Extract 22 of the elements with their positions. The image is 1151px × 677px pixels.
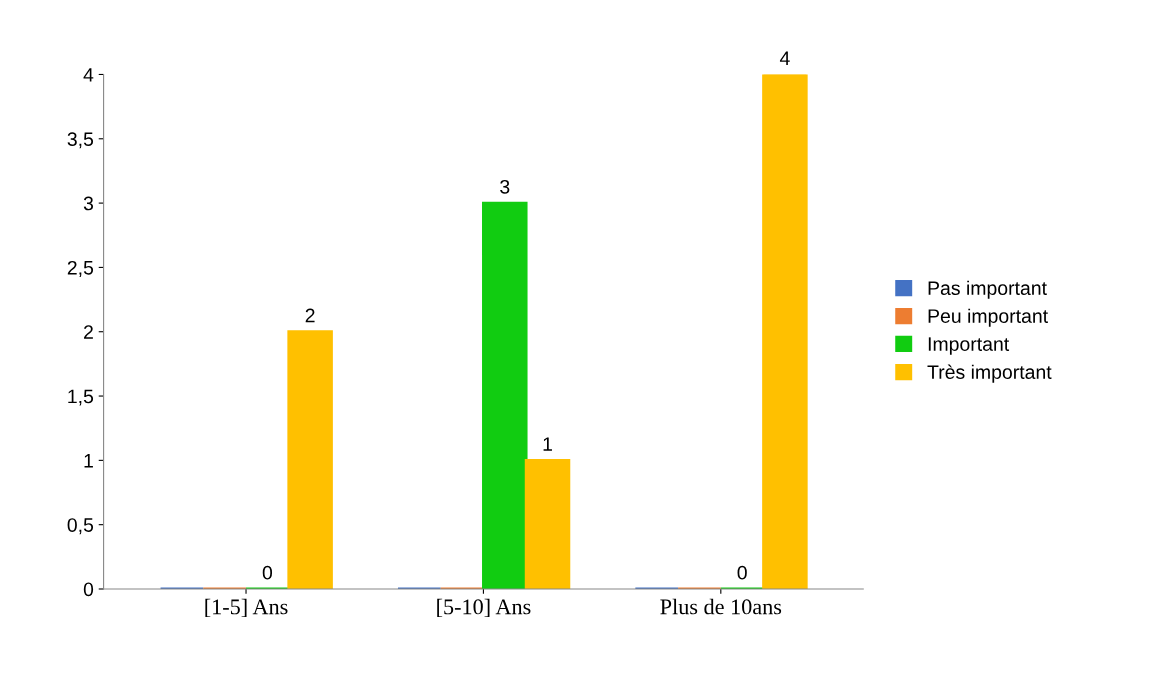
legend-label: Pas important	[928, 280, 1047, 299]
x-tick-label: Plus de 10ans	[660, 598, 782, 615]
y-tick-label: 0,5	[67, 518, 94, 535]
x-tick-label: [1-5] Ans	[205, 598, 288, 618]
y-tick-label: 4	[83, 68, 94, 82]
y-tick-label: 3	[83, 196, 94, 211]
y-tick-label: 2	[84, 325, 93, 339]
data-label: 2	[305, 308, 315, 323]
data-label: 3	[500, 179, 510, 194]
y-tick-label: 1,5	[68, 389, 94, 406]
y-tick-label: 1	[84, 454, 93, 468]
data-label: 0	[737, 565, 747, 580]
data-label: 0	[262, 565, 273, 580]
x-tick-label: [5-10] Ans	[437, 598, 531, 618]
y-tick-label: 2,5	[67, 260, 94, 277]
legend-label: Peu important	[928, 308, 1048, 327]
legend-label: Important	[928, 337, 1010, 355]
data-label: 4	[779, 51, 790, 65]
data-label: 1	[543, 437, 552, 451]
y-tick-label: 0	[83, 582, 94, 597]
y-tick-label: 3,5	[67, 132, 94, 149]
legend-label: Très important	[927, 364, 1052, 383]
